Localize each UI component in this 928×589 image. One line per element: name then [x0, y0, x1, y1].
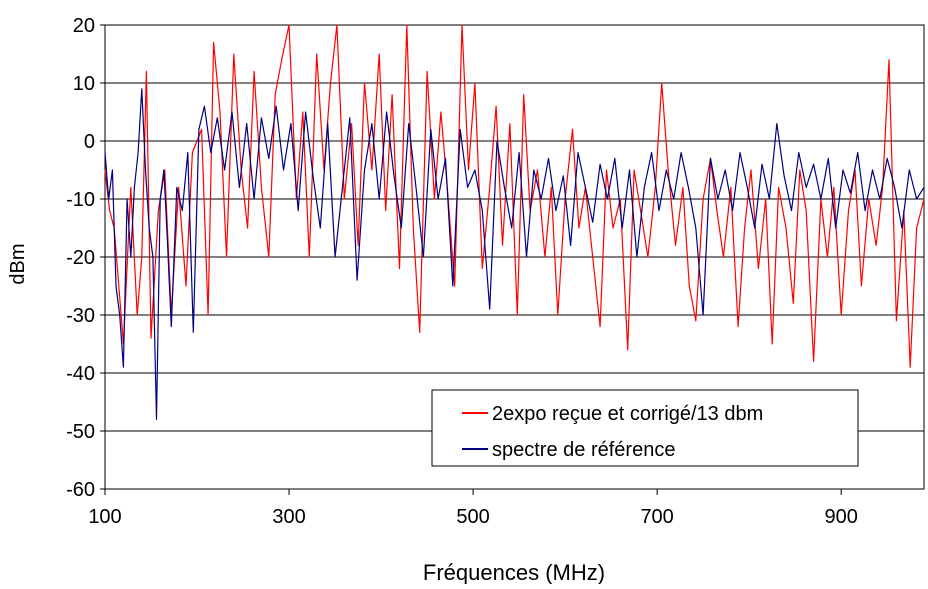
x-tick-label: 900: [824, 506, 857, 528]
legend-label-reference: spectre de référence: [492, 439, 675, 461]
y-tick-label: -40: [66, 363, 95, 385]
x-axis-label: Fréquences (MHz): [423, 560, 605, 584]
y-tick-label: 10: [73, 73, 95, 95]
x-tick-label: 700: [640, 506, 673, 528]
series-line-reference: [104, 88, 925, 420]
legend-label-received: 2expo reçue et corrigé/13 dbm: [492, 403, 763, 425]
y-tick-label: -10: [66, 189, 95, 211]
series-line-received: [104, 24, 925, 368]
y-tick-label: 20: [73, 15, 95, 37]
legend: 2expo reçue et corrigé/13 dbm spectre de…: [431, 389, 859, 467]
legend-box: [431, 389, 859, 467]
y-tick-label: -20: [66, 247, 95, 269]
x-tick-label: 300: [272, 506, 305, 528]
series-layer: [104, 24, 925, 420]
x-tick-label: 500: [456, 506, 489, 528]
y-tick-label: -50: [66, 421, 95, 443]
y-axis-label: dBm: [7, 243, 29, 284]
x-axis: 100 300 500 700 900: [88, 489, 858, 528]
y-tick-label: 0: [84, 131, 95, 153]
x-tick-label: 100: [88, 506, 121, 528]
y-axis: 20 10 0 -10 -20 -30 -40 -50 -60: [66, 15, 105, 501]
y-tick-label: -30: [66, 305, 95, 327]
y-tick-label: -60: [66, 479, 95, 501]
